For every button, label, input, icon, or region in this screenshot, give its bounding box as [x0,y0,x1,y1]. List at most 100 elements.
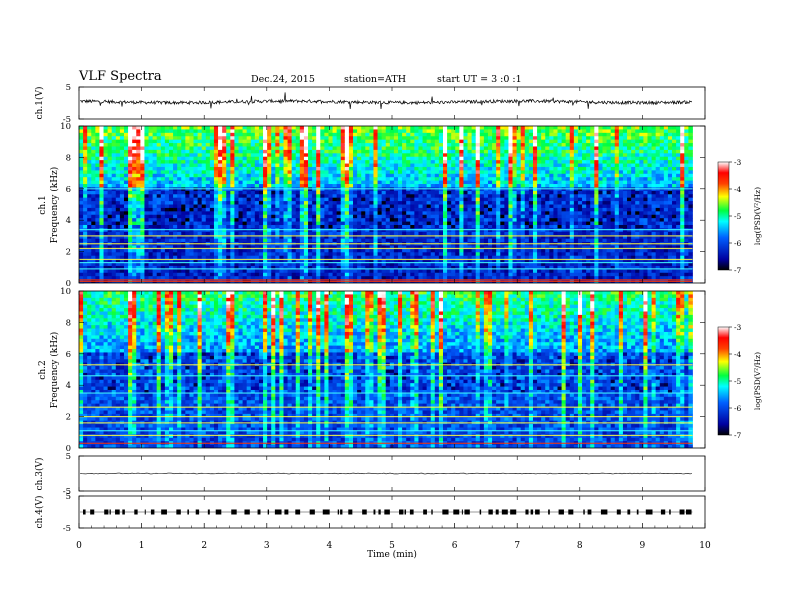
spectrogram-cell [483,173,489,178]
spectrogram-cell [230,194,235,199]
spectrogram-cell [393,218,399,222]
spectrogram-cell [99,201,104,205]
spectrogram-cell [181,129,186,134]
spectrogram-cell [152,269,158,274]
spectrogram-cell [336,214,342,219]
spectrogram-cell [377,238,383,243]
spectrogram-cell [168,224,174,229]
spectrogram-cell [209,259,215,263]
spectrogram-cell [287,269,293,274]
spectrogram-cell [115,184,121,188]
spectrogram-cell [115,132,121,137]
spectrogram-cell [99,272,104,277]
spectrogram-cell [283,204,288,209]
spectrogram-cell [479,204,485,209]
spectrogram-cell [91,160,96,164]
spectrogram-cell [234,265,239,270]
spectrogram-cell [361,160,366,164]
spectrogram-cell [168,211,174,216]
spectrogram-cell [164,259,170,263]
spectrogram-cell [434,166,440,171]
spectrogram-cell [459,211,464,216]
spectrogram-cell [148,238,154,243]
spectrogram-cell [205,235,211,240]
spectrogram-cell [283,228,288,233]
spectrogram-cell [258,272,264,277]
spectrogram-cell [115,228,121,233]
spectrogram-cell [316,173,321,178]
spectrogram-cell [447,235,452,240]
spectrogram-cell [467,143,473,147]
spectrogram-cell [275,207,280,212]
spectrogram-cell [115,156,121,161]
spectrogram-cell [299,139,305,144]
spectrogram-cell [95,149,100,154]
spectrogram-cell [287,177,293,182]
spectrogram-cell [463,228,468,233]
spectrogram-cell [365,163,370,168]
spectrogram-cell [471,153,477,158]
spectrogram-cell [299,265,305,270]
spectrogram-cell [234,207,239,212]
spectrogram-cell [177,173,182,178]
spectrogram-cell [287,221,293,226]
spectrogram-cell [410,207,415,212]
spectrogram-cell [148,146,154,151]
spectrogram-cell [455,245,460,250]
spectrogram-cell [128,156,133,161]
spectrogram-cell [393,170,399,175]
spectrogram-cell [361,228,366,233]
spectrogram-cell [181,259,186,263]
spectrogram-cell [123,259,129,263]
spectrogram-cell [173,143,178,147]
spectrogram-cell [95,170,100,175]
spectrogram-cell [246,245,252,250]
spectrogram-cell [128,262,133,267]
spectrogram-cell [316,126,321,130]
spectrogram-cell [353,149,358,154]
spectrogram-cell [426,173,432,178]
spectrogram-cell [107,231,113,236]
spectrogram-cell [156,194,162,199]
spectrogram-cell [181,143,186,147]
spectrogram-cell [164,235,170,240]
spectrogram-cell [287,197,293,202]
spectrogram-cell [303,231,309,236]
spectrogram-cell [365,248,370,253]
spectrogram-cell [381,228,387,233]
spectrogram-cell [99,255,104,260]
spectrogram-cell [242,272,248,277]
spectrogram-cell [438,149,444,154]
spectrogram-cell [160,269,166,274]
spectrogram-cell [213,129,219,134]
spectrogram-cell [328,218,333,222]
spectrogram-cell [140,177,145,182]
spectrogram-cell [487,177,493,182]
spectrogram-cell [418,149,423,154]
spectrogram-cell [385,149,391,154]
spectrogram-cell [128,252,133,257]
spectrogram-cell [185,221,190,226]
station-label: station=ATH [344,74,406,85]
spectrogram-cell [238,184,243,188]
spectrogram-cell [487,204,493,209]
spectrogram-cell [83,180,88,185]
spectrogram-cell [254,156,260,161]
spectrogram-cell [168,238,174,243]
spectrogram-cell [455,211,460,216]
spectrogram-cell [406,201,411,205]
spectrogram-cell [492,156,497,161]
spectrogram-cell [500,207,505,212]
spectrogram-cell [295,197,301,202]
spectrogram-cell [418,201,423,205]
spectrogram-cell [83,214,88,219]
spectrogram-cell [148,143,154,147]
spectrogram-cell [398,262,403,267]
spectrogram-cell [369,204,374,209]
spectrogram-cell [422,231,428,236]
spectrogram-cell [144,139,149,144]
spectrogram-cell [500,221,505,226]
spectrogram-cell [148,228,154,233]
spectrogram-cell [443,139,448,144]
spectrogram-cell [234,272,239,277]
